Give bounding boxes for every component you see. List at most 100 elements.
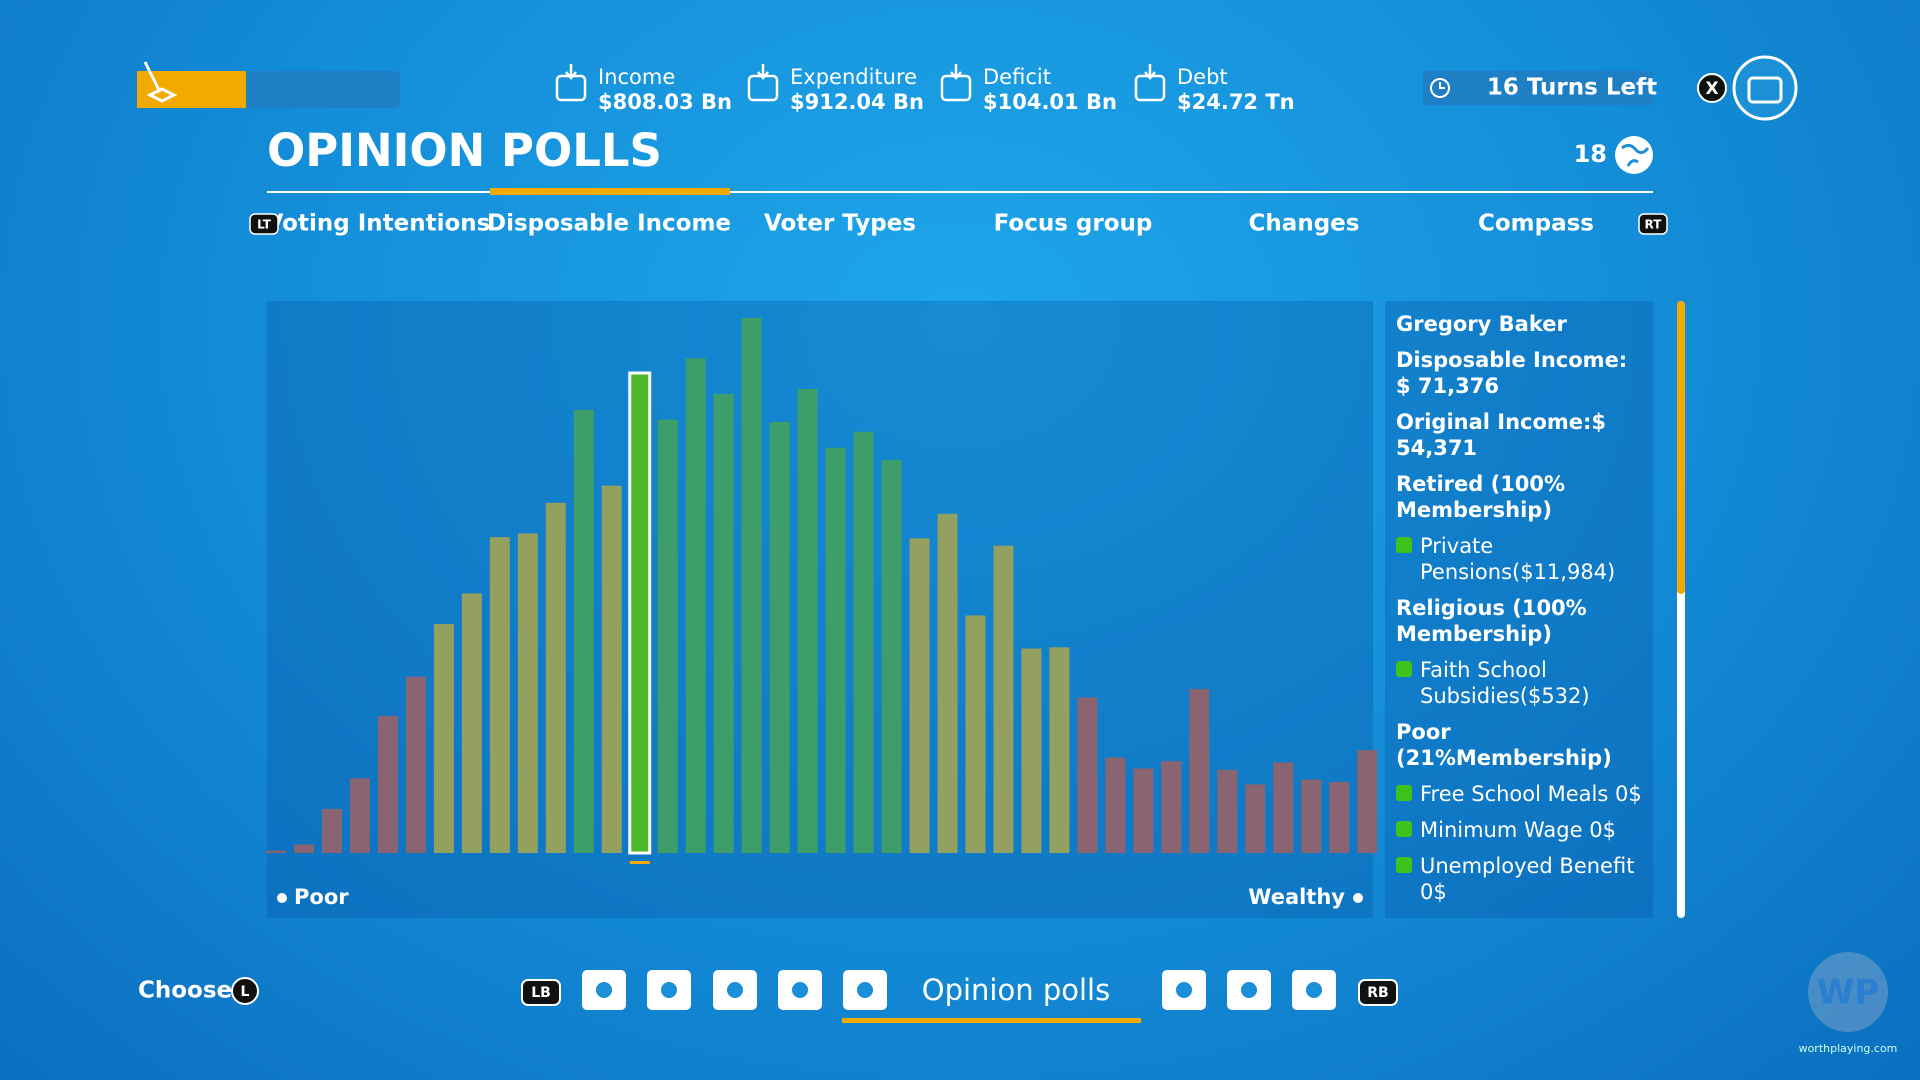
bar[interactable] bbox=[685, 358, 706, 853]
voter-detail: Disposable Income: $ 71,376 bbox=[1396, 347, 1645, 399]
bar[interactable] bbox=[1133, 768, 1154, 853]
voter-detail: Original Income:$ 54,371 bbox=[1396, 409, 1645, 461]
stat-label: Expenditure bbox=[790, 65, 917, 89]
panel-text: Poor (21%Membership) bbox=[1396, 720, 1612, 770]
bar[interactable] bbox=[545, 502, 566, 853]
bar[interactable] bbox=[321, 808, 342, 853]
bar[interactable] bbox=[853, 431, 874, 853]
finish-icon bbox=[1747, 76, 1783, 104]
tab-button-label[interactable]: RT bbox=[1645, 218, 1663, 232]
bar[interactable] bbox=[461, 593, 482, 853]
rb-label[interactable]: RB bbox=[1367, 985, 1388, 1001]
lb-label[interactable]: LB bbox=[531, 985, 551, 1001]
histogram bbox=[266, 317, 1378, 864]
globe-lines bbox=[1621, 143, 1650, 167]
scrollbar-thumb[interactable] bbox=[1677, 301, 1685, 594]
voter-name: Gregory Baker bbox=[1396, 312, 1567, 336]
bar[interactable] bbox=[405, 676, 426, 853]
panel-text: Free School Meals 0$ bbox=[1420, 782, 1642, 806]
bar[interactable] bbox=[1077, 697, 1098, 853]
choose-button-label[interactable]: L bbox=[241, 984, 250, 1000]
trend-icon bbox=[1396, 857, 1412, 873]
close-label[interactable]: X bbox=[1705, 79, 1718, 99]
bar[interactable] bbox=[266, 850, 286, 853]
bar[interactable] bbox=[657, 419, 678, 853]
voter-detail: Religious (100% Membership) bbox=[1396, 595, 1645, 647]
bar[interactable] bbox=[601, 485, 622, 853]
watermark-site: worthplaying.com bbox=[1799, 1042, 1898, 1055]
bar[interactable] bbox=[965, 615, 986, 853]
bar[interactable] bbox=[825, 447, 846, 853]
nav-icon-glyph bbox=[1176, 982, 1192, 998]
choose-label: Choose bbox=[138, 978, 232, 1004]
bar[interactable] bbox=[517, 533, 538, 853]
bar[interactable] bbox=[573, 409, 594, 853]
tab[interactable]: Disposable Income bbox=[487, 211, 731, 237]
bar[interactable] bbox=[769, 421, 790, 853]
tab[interactable]: Compass bbox=[1478, 211, 1594, 237]
bar[interactable] bbox=[1301, 779, 1322, 853]
watermark-logo-text: WP bbox=[1817, 973, 1879, 1013]
bar[interactable] bbox=[433, 624, 454, 853]
panel-text: Disposable Income: $ 71,376 bbox=[1396, 348, 1628, 398]
panel-text: Original Income:$ 54,371 bbox=[1396, 410, 1607, 460]
progress-icon bbox=[143, 61, 178, 103]
lb-button[interactable] bbox=[521, 979, 561, 1006]
bar[interactable] bbox=[993, 545, 1014, 853]
stat-value: $912.04 Bn bbox=[790, 90, 924, 114]
active-tab-underline bbox=[490, 188, 730, 195]
bar[interactable] bbox=[1217, 769, 1238, 853]
finish-turn-button[interactable] bbox=[1732, 55, 1798, 121]
stat-value: $808.03 Bn bbox=[598, 90, 732, 114]
nav-icon-glyph bbox=[727, 982, 743, 998]
bar[interactable] bbox=[881, 459, 902, 853]
choose-button[interactable] bbox=[231, 977, 259, 1005]
stat-label: Deficit bbox=[983, 65, 1051, 89]
bar[interactable] bbox=[741, 317, 762, 853]
tab-button[interactable] bbox=[249, 213, 279, 235]
selected-bar[interactable] bbox=[628, 371, 652, 855]
tab[interactable]: Voting Intentions bbox=[266, 211, 491, 237]
stat-value: $104.01 Bn bbox=[983, 90, 1117, 114]
panel-text: Private Pensions($11,984) bbox=[1420, 534, 1616, 584]
tab-button[interactable] bbox=[1638, 213, 1668, 235]
close-button[interactable] bbox=[1697, 73, 1727, 103]
bar[interactable] bbox=[1021, 648, 1042, 853]
tab[interactable]: Changes bbox=[1249, 211, 1360, 237]
bar[interactable] bbox=[349, 778, 370, 853]
progress-fill bbox=[137, 71, 246, 108]
tab[interactable]: Focus group bbox=[994, 211, 1153, 237]
policy-effect: Food Price 0$ bbox=[1396, 915, 1645, 918]
bar[interactable] bbox=[937, 513, 958, 853]
bar[interactable] bbox=[489, 537, 510, 853]
bar[interactable] bbox=[909, 538, 930, 853]
bar[interactable] bbox=[1161, 761, 1182, 853]
turns-box bbox=[1423, 71, 1653, 105]
globe-icon bbox=[1615, 136, 1653, 174]
bar[interactable] bbox=[1189, 688, 1210, 853]
nav-icon-glyph bbox=[792, 982, 808, 998]
bar[interactable] bbox=[293, 844, 314, 853]
stat-icon-arrow bbox=[950, 64, 962, 80]
score: 18 bbox=[1574, 140, 1607, 168]
bar[interactable] bbox=[1245, 784, 1266, 853]
current-screen: Opinion polls bbox=[922, 973, 1110, 1007]
policy-effect: Private Pensions($11,984) bbox=[1396, 533, 1645, 585]
bar[interactable] bbox=[377, 715, 398, 853]
bar[interactable] bbox=[1049, 647, 1070, 853]
tab-button-label[interactable]: LT bbox=[257, 218, 272, 232]
bar[interactable] bbox=[1329, 781, 1350, 853]
bar[interactable] bbox=[713, 393, 734, 853]
rb-button[interactable] bbox=[1358, 979, 1398, 1006]
bar[interactable] bbox=[1357, 750, 1378, 853]
trend-icon bbox=[1396, 821, 1412, 837]
bar[interactable] bbox=[1105, 757, 1126, 853]
stat-icon-arrow bbox=[757, 64, 769, 80]
bar[interactable] bbox=[797, 388, 818, 853]
nav-icons bbox=[582, 970, 1336, 1010]
voter-detail: Retired (100% Membership) bbox=[1396, 471, 1645, 523]
bar[interactable] bbox=[1273, 762, 1294, 853]
trend-icon bbox=[1396, 537, 1412, 553]
stat-label: Income bbox=[598, 65, 675, 89]
tab[interactable]: Voter Types bbox=[764, 211, 916, 237]
